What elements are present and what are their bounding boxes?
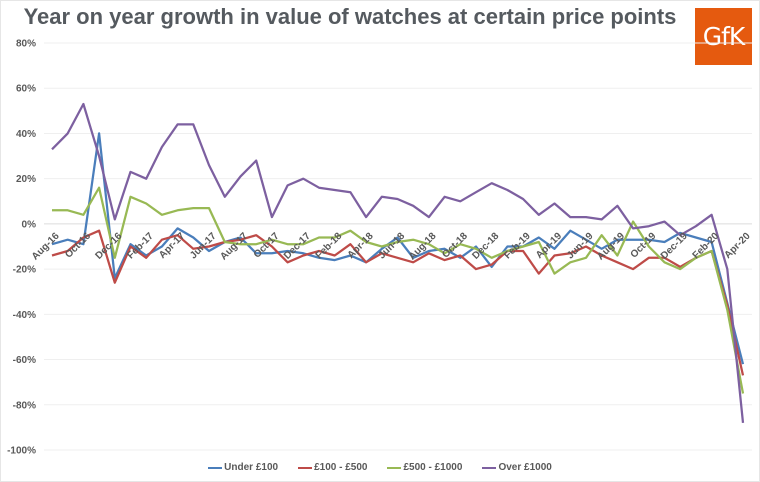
legend-label: Under £100 (224, 462, 279, 473)
y-tick-label: 0% (22, 219, 37, 230)
x-tick-label: Apr-20 (722, 230, 752, 260)
x-tick-label: Oct-19 (629, 230, 659, 260)
x-tick-label: Oct-16 (63, 230, 93, 260)
legend: Under £100 £100 - £500 £500 - £1000 Over… (0, 462, 760, 473)
x-axis: Aug-16 Oct-16 Dec-16 Feb-17 Apr-17 Jun-17 Aug-… (30, 230, 753, 262)
legend-label: Over £1000 (498, 462, 552, 473)
series-lines (51, 102, 745, 424)
y-tick-label: 60% (16, 84, 36, 95)
y-tick-label: -100% (7, 446, 36, 457)
legend-item-100-500: £100 - £500 (298, 462, 367, 473)
gfk-logo: GfK (695, 8, 752, 65)
x-tick-label: Feb-18 (314, 230, 345, 261)
x-tick-label: Aug-17 (218, 230, 250, 262)
series-line-500-1000 (52, 186, 745, 394)
y-axis: 80% 60% 40% 20% 0% -20% -40% -60% -80% -100% (7, 39, 36, 457)
chart-title: Year on year growth in value of watches … (23, 4, 677, 29)
y-tick-label: -40% (13, 310, 36, 321)
y-tick-label: -60% (13, 355, 36, 366)
legend-label: £100 - £500 (314, 462, 368, 473)
y-tick-label: 80% (16, 39, 36, 50)
y-tick-label: -80% (13, 400, 36, 411)
gridlines (44, 42, 752, 451)
legend-item-under-100: Under £100 (208, 462, 278, 473)
y-tick-label: -20% (13, 265, 36, 276)
x-tick-label: Apr-19 (534, 230, 564, 260)
x-tick-label: Jun-19 (565, 230, 596, 261)
legend-item-over-1000: Over £1000 (482, 462, 552, 473)
legend-swatch (208, 466, 223, 469)
x-tick-label: Aug-16 (30, 230, 62, 262)
legend-swatch (482, 466, 497, 469)
legend-swatch (298, 466, 313, 469)
gfk-logo-text: GfK (702, 22, 746, 51)
legend-item-500-1000: £500 - £1000 (387, 462, 462, 473)
x-tick-label: Feb-20 (691, 230, 722, 261)
legend-swatch (387, 466, 402, 469)
y-tick-label: 20% (16, 174, 36, 185)
legend-label: £500 - £1000 (403, 462, 463, 473)
y-tick-label: 40% (16, 129, 36, 140)
